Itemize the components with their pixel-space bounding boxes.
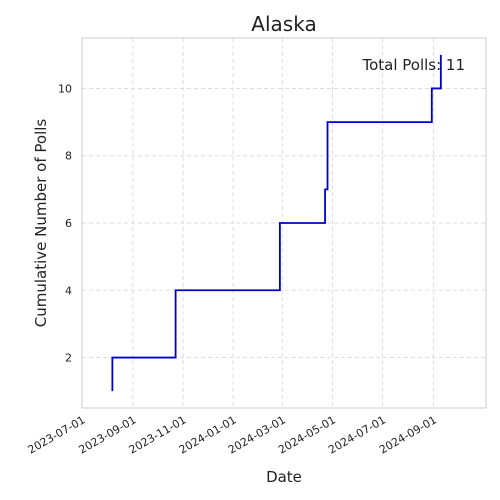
y-tick-label: 4 [65, 284, 72, 297]
y-axis-label: Cumulative Number of Polls [32, 119, 50, 328]
plot-frame [81, 37, 487, 409]
series-line [111, 54, 442, 392]
total-polls-annotation: Total Polls: 11 [361, 56, 465, 74]
y-axis-ticks: 2 4 6 8 10 [58, 82, 72, 364]
y-tick-label: 8 [65, 150, 72, 163]
y-tick-label: 10 [58, 82, 72, 95]
x-axis-label: Date [266, 468, 302, 486]
grid [81, 38, 486, 408]
x-axis-ticks: 2023-07-012023-09-012023-11-012024-01-01… [26, 413, 439, 456]
series-layer [111, 54, 442, 392]
x-tick-label: 2024-09-01 [377, 413, 439, 456]
y-tick-label: 6 [65, 217, 72, 230]
y-tick-label: 2 [65, 352, 72, 365]
chart-title: Alaska [251, 12, 316, 36]
